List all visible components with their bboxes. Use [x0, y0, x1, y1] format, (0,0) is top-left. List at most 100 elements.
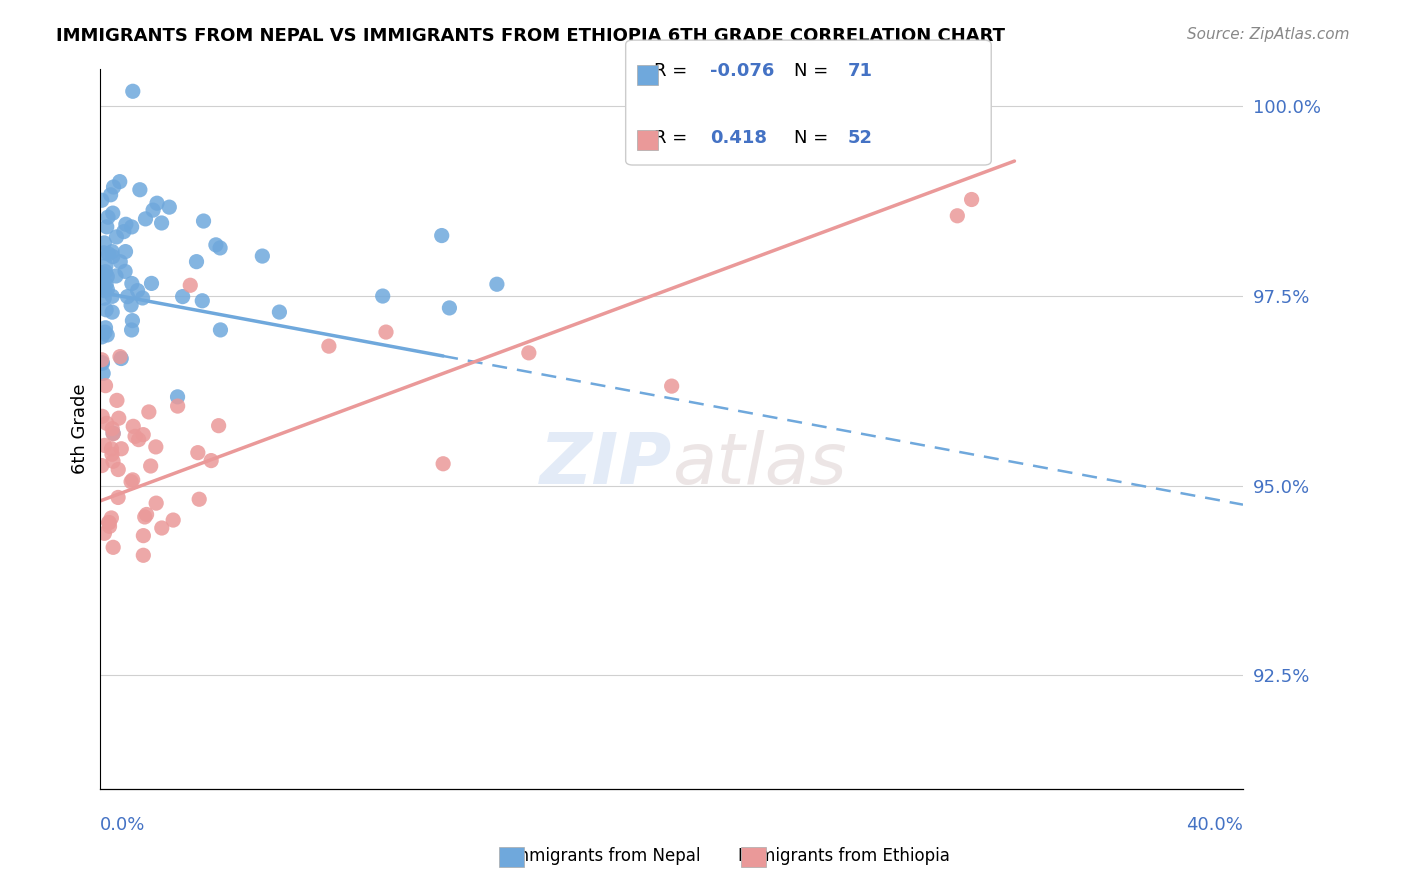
Point — [96, 269, 118, 284]
Point — [94, 320, 117, 334]
Point — [107, 462, 129, 476]
Point — [162, 513, 184, 527]
Point — [101, 422, 124, 436]
Point — [209, 241, 232, 255]
Point — [97, 247, 120, 261]
Text: 0.418: 0.418 — [710, 129, 768, 147]
Point — [179, 278, 201, 293]
Point — [128, 183, 150, 197]
Point — [101, 426, 124, 441]
Text: Immigrants from Nepal: Immigrants from Nepal — [509, 847, 700, 865]
Point — [93, 438, 115, 452]
Point — [200, 453, 222, 467]
Point — [100, 511, 122, 525]
Point — [101, 206, 124, 220]
Point — [145, 440, 167, 454]
Point — [150, 521, 173, 535]
Text: 40.0%: 40.0% — [1187, 815, 1243, 834]
Point — [114, 264, 136, 278]
Point — [318, 339, 340, 353]
Text: atlas: atlas — [672, 430, 846, 500]
Point — [94, 325, 117, 339]
Point — [90, 352, 112, 367]
Point — [90, 266, 112, 280]
Text: N =: N = — [794, 62, 834, 80]
Point — [439, 301, 461, 315]
Point — [104, 268, 127, 283]
Point — [94, 265, 117, 279]
Point — [188, 492, 211, 507]
Text: -0.076: -0.076 — [710, 62, 775, 80]
Point — [114, 244, 136, 259]
Point — [131, 291, 153, 305]
Point — [121, 84, 143, 98]
Point — [134, 510, 156, 524]
Point — [101, 541, 124, 555]
Point — [128, 433, 150, 447]
Point — [105, 393, 128, 408]
Point — [269, 305, 291, 319]
Point — [121, 313, 143, 327]
Point — [107, 411, 129, 425]
Point — [96, 283, 118, 297]
Point — [110, 254, 132, 268]
Point — [252, 249, 274, 263]
Point — [101, 250, 124, 264]
Point — [101, 289, 124, 303]
Point — [101, 305, 124, 319]
Point — [94, 378, 117, 392]
Text: 0.0%: 0.0% — [100, 815, 146, 834]
Point — [103, 180, 125, 194]
Point — [101, 454, 124, 468]
Point — [107, 491, 129, 505]
Point — [172, 290, 194, 304]
Point — [205, 237, 228, 252]
Point — [121, 473, 143, 487]
Point — [91, 277, 114, 292]
Point — [946, 209, 969, 223]
Text: N =: N = — [794, 129, 834, 147]
Point — [186, 254, 208, 268]
Y-axis label: 6th Grade: 6th Grade — [72, 384, 89, 474]
Point — [108, 350, 131, 364]
Point — [122, 419, 145, 434]
Point — [187, 445, 209, 459]
Point — [138, 405, 160, 419]
Point — [517, 346, 540, 360]
Point — [91, 409, 114, 424]
Point — [120, 475, 142, 489]
Point — [100, 187, 122, 202]
Point — [101, 426, 124, 441]
Point — [132, 427, 155, 442]
Point — [94, 284, 117, 298]
Point — [209, 323, 232, 337]
Point — [121, 219, 143, 234]
Point — [105, 230, 128, 244]
Point — [132, 549, 155, 563]
Point — [101, 447, 124, 461]
Point — [93, 245, 115, 260]
Point — [90, 193, 112, 207]
Point — [110, 351, 132, 366]
Point — [207, 418, 229, 433]
Point — [193, 214, 215, 228]
Point — [112, 225, 135, 239]
Point — [98, 519, 121, 533]
Point — [127, 284, 149, 298]
Text: Source: ZipAtlas.com: Source: ZipAtlas.com — [1187, 27, 1350, 42]
Point — [432, 457, 454, 471]
Text: R =: R = — [654, 62, 693, 80]
Point — [91, 355, 114, 369]
Point — [117, 290, 139, 304]
Point — [97, 516, 120, 530]
Text: Immigrants from Ethiopia: Immigrants from Ethiopia — [738, 847, 949, 865]
Point — [94, 259, 117, 273]
Point — [135, 508, 157, 522]
Point — [141, 277, 163, 291]
Point — [96, 417, 118, 431]
Point — [91, 356, 114, 370]
Point — [146, 196, 169, 211]
Text: ZIP: ZIP — [540, 430, 672, 500]
Point — [96, 302, 118, 317]
Point — [90, 458, 112, 473]
